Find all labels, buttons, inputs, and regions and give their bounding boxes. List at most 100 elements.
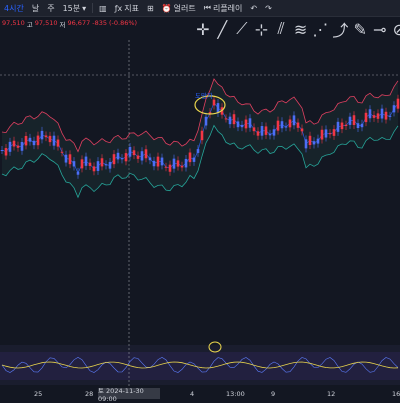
candle-body	[165, 167, 168, 168]
candle-body	[25, 136, 28, 145]
oscillator-band	[0, 352, 400, 380]
candle-body	[389, 116, 392, 117]
candle-body	[265, 126, 268, 134]
candle-body	[261, 126, 264, 136]
candle-body	[257, 131, 260, 135]
candle-body	[297, 123, 300, 128]
candle-body	[145, 149, 148, 158]
candle-body	[321, 130, 324, 140]
candle-body	[345, 125, 348, 126]
candle-body	[353, 115, 356, 125]
candle-body	[185, 159, 188, 167]
candle-body	[269, 134, 272, 136]
candle-body	[17, 146, 20, 148]
candle-body	[97, 161, 100, 171]
candle-body	[101, 158, 104, 166]
candle-body	[277, 121, 280, 131]
candle-body	[213, 100, 216, 106]
candle-body	[181, 166, 184, 168]
candle-body	[281, 121, 284, 128]
candle-body	[153, 161, 156, 166]
time-tick: 28	[85, 390, 93, 398]
candle-body	[117, 153, 120, 160]
candle-body	[133, 150, 136, 155]
candle-body	[325, 129, 328, 137]
candle-body	[273, 129, 276, 135]
candle-body	[341, 123, 344, 130]
candle-body	[93, 166, 96, 171]
candle-body	[109, 162, 112, 169]
time-tick: 13:00	[226, 390, 245, 398]
candle-body	[357, 123, 360, 128]
candle-body	[9, 142, 12, 152]
candle-body	[245, 120, 248, 129]
candle-body	[229, 117, 232, 124]
candle-body	[377, 113, 380, 118]
candle-body	[177, 160, 180, 166]
candle-body	[289, 119, 292, 127]
candle-body	[217, 103, 220, 113]
candle-body	[41, 131, 44, 139]
candle-body	[113, 154, 116, 164]
candle-body	[77, 172, 80, 175]
time-tick: 4	[190, 390, 194, 398]
time-tick: 25	[34, 390, 42, 398]
candle-body	[309, 136, 312, 145]
candle-body	[293, 115, 296, 125]
candle-body	[365, 113, 368, 122]
candle-body	[53, 136, 56, 146]
candle-body	[57, 140, 60, 147]
candle-body	[65, 155, 68, 163]
candle-body	[121, 158, 124, 159]
candle-body	[237, 121, 240, 127]
candle-body	[373, 115, 376, 118]
candle-body	[337, 122, 340, 132]
candle-body	[253, 127, 256, 131]
candle-body	[61, 152, 64, 153]
candle-body	[5, 148, 8, 155]
candle-body	[285, 127, 288, 128]
candle-body	[197, 149, 200, 153]
candle-body	[89, 163, 92, 166]
candle-body	[397, 99, 400, 109]
candle-body	[349, 117, 352, 125]
candle-body	[329, 133, 332, 134]
annotation-label: 도망자	[195, 90, 213, 100]
candle-body	[173, 159, 176, 169]
candle-body	[385, 112, 388, 120]
candle-body	[49, 136, 52, 142]
candle-body	[369, 109, 372, 118]
candle-body	[301, 128, 304, 131]
candle-body	[193, 158, 196, 162]
candle-body	[161, 158, 164, 166]
candle-body	[37, 136, 40, 146]
candle-body	[85, 157, 88, 166]
candle-body	[149, 157, 152, 160]
candle-body	[241, 125, 244, 127]
time-tick: 16	[392, 390, 400, 398]
candle-body	[21, 142, 24, 151]
candle-body	[381, 109, 384, 119]
candle-body	[73, 161, 76, 166]
candle-body	[157, 157, 160, 167]
candle-body	[201, 131, 204, 140]
candle-body	[249, 118, 252, 127]
candle-body	[81, 159, 84, 168]
candle-body	[233, 114, 236, 124]
time-tick: 12	[327, 390, 335, 398]
candle-body	[225, 118, 228, 119]
crosshair-time-label: 토 2024-11-30 09:00	[98, 388, 160, 399]
candle-body	[29, 138, 32, 142]
candle-body	[13, 141, 16, 147]
candle-body	[125, 153, 128, 161]
candle-body	[317, 139, 320, 144]
candle-body	[393, 105, 396, 112]
candle-body	[69, 154, 72, 164]
candle-body	[205, 117, 208, 126]
candle-body	[141, 151, 144, 160]
candle-body	[305, 139, 308, 148]
candle-body	[313, 141, 316, 144]
candle-body	[169, 165, 172, 172]
candle-body	[45, 136, 48, 138]
